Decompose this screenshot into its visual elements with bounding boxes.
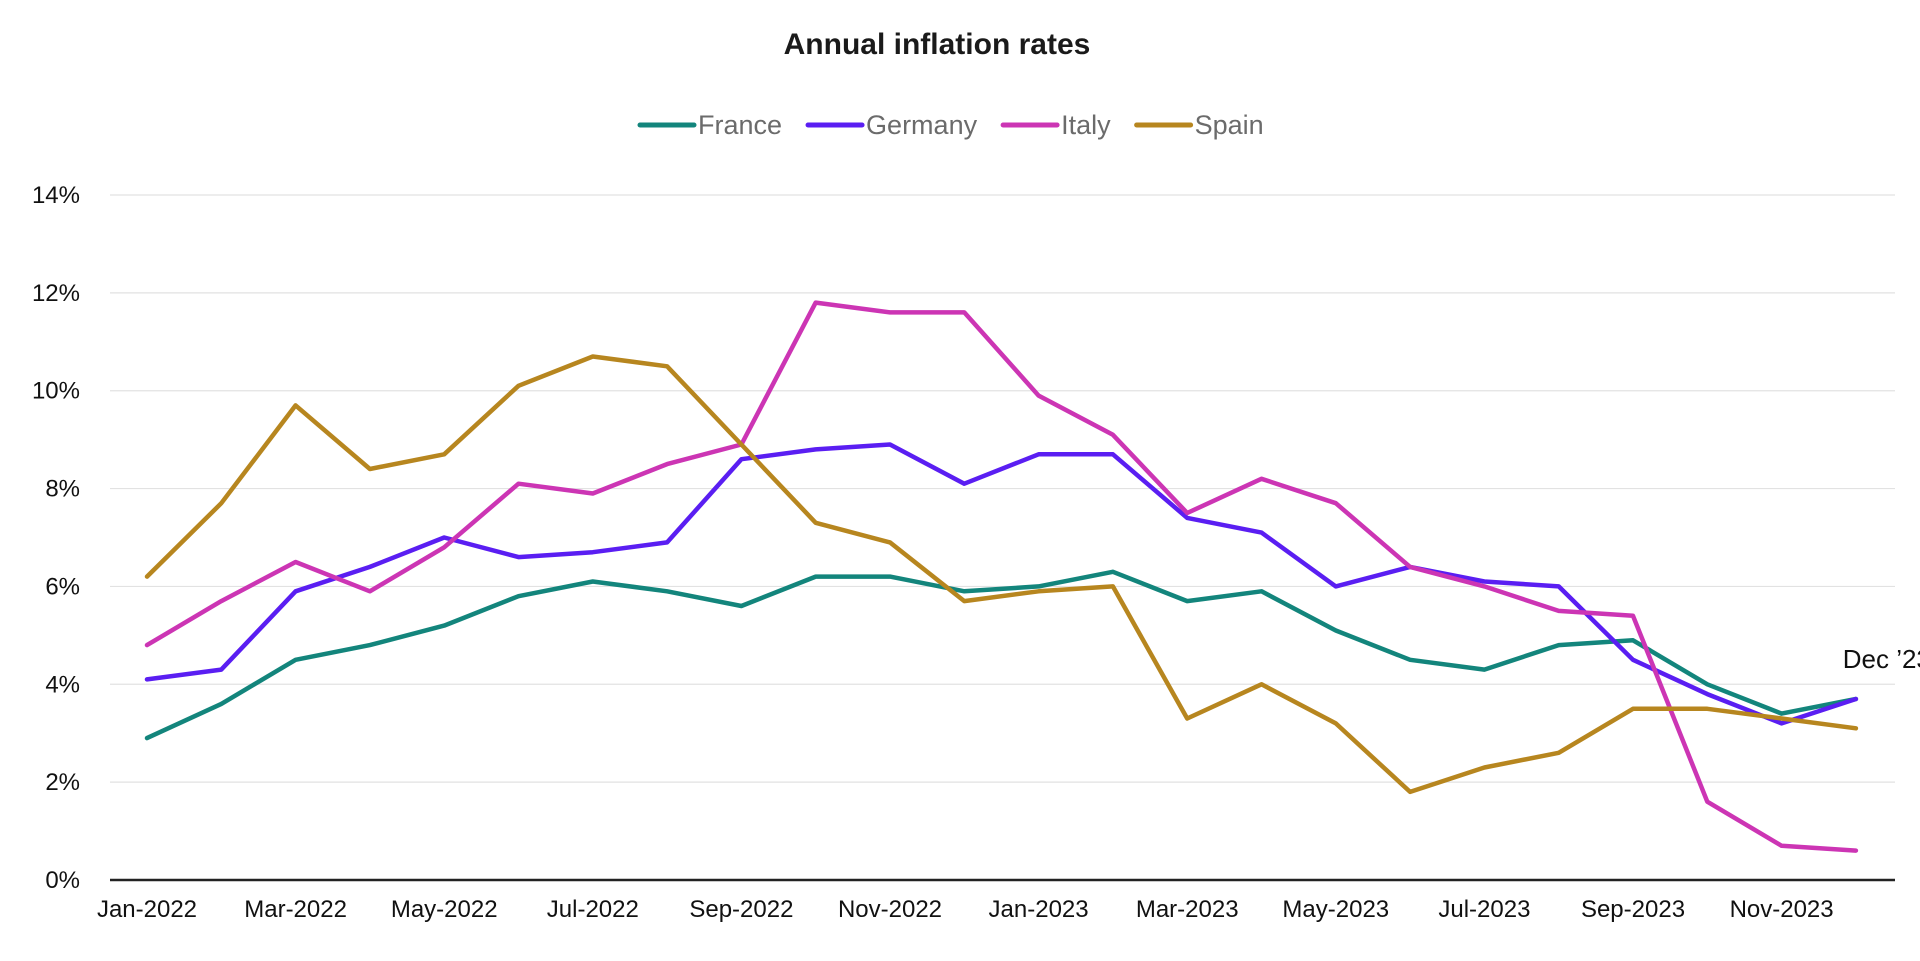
y-tick-label: 6% <box>45 573 80 600</box>
x-tick-label: Mar-2023 <box>1136 896 1239 923</box>
chart-title: Annual inflation rates <box>784 28 1091 61</box>
grid-lines <box>110 194 1895 783</box>
x-tick-label: Jul-2022 <box>547 896 639 923</box>
x-tick-label: Jan-2022 <box>97 896 197 923</box>
chart-annotations: Dec ’23 <box>1843 644 1920 674</box>
series-line-france <box>144 569 1859 741</box>
x-tick-label: May-2022 <box>391 896 498 923</box>
legend-label-france: France <box>698 110 782 140</box>
x-tick-label: Jan-2023 <box>989 896 1089 923</box>
y-tick-label: 4% <box>45 671 80 698</box>
y-tick-label: 8% <box>45 476 80 503</box>
y-tick-label: 0% <box>45 867 80 894</box>
y-tick-label: 2% <box>45 769 80 796</box>
legend-label-germany: Germany <box>866 110 978 140</box>
y-tick-label: 10% <box>32 378 80 405</box>
y-tick-label: 14% <box>32 182 80 209</box>
y-tick-label: 12% <box>32 280 80 307</box>
x-tick-label: Sep-2023 <box>1581 896 1685 923</box>
y-axis-tick-labels: 0% 2% 4% 6% 8% 10% 12% 14% <box>32 182 80 894</box>
series-line-germany <box>144 442 1859 726</box>
x-tick-label: Mar-2022 <box>244 896 347 923</box>
x-tick-label: Sep-2022 <box>689 896 793 923</box>
x-tick-label: Nov-2022 <box>838 896 942 923</box>
legend-label-spain: Spain <box>1195 110 1264 140</box>
series-line-spain <box>144 354 1859 795</box>
x-tick-label: Nov-2023 <box>1730 896 1834 923</box>
legend-label-italy: Italy <box>1061 110 1111 140</box>
series-lines <box>144 300 1859 853</box>
annotation-label: Dec ’23 <box>1843 644 1920 674</box>
x-tick-label: Jul-2023 <box>1438 896 1530 923</box>
x-tick-label: May-2023 <box>1282 896 1389 923</box>
chart-legend: France Germany Italy Spain <box>637 110 1264 140</box>
series-line-italy <box>144 300 1859 853</box>
x-axis-tick-labels: Jan-2022 Mar-2022 May-2022 Jul-2022 Sep-2022… <box>97 896 1834 923</box>
